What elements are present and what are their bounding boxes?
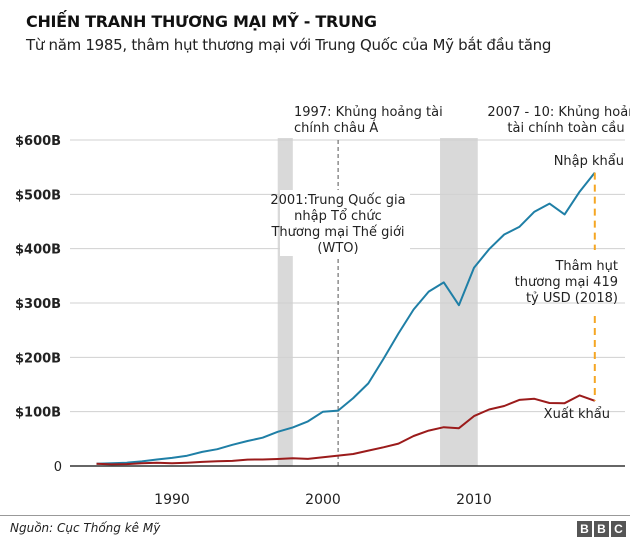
line-chart: 0 $100B $200B $300B $400B $500B $600B 1990 2000 2… [15,105,630,508]
y-tick-label: $600B [15,134,61,149]
wto-annotation: nhập Tổ chức [294,209,382,224]
source-note: Nguồn: Cục Thống kê Mỹ [10,521,161,535]
y-tick-label: $400B [15,243,61,258]
wto-annotation: (WTO) [317,241,358,256]
chart-title: CHIẾN TRANH THƯƠNG MẠI MỸ - TRUNG [26,12,377,31]
y-tick-label: 0 [54,460,62,475]
asia-crisis-annotation: 1997: Khủng hoảng tài [294,105,443,120]
x-tick-label: 2010 [456,492,492,508]
x-tick-label: 2000 [305,492,341,508]
series-line-exports [96,394,596,466]
global-crisis-annotation: 2007 - 10: Khủng hoảng [487,105,630,120]
wto-annotation: 2001:Trung Quốc gia [270,193,405,208]
footer-divider [0,515,630,516]
series-label-exports: Xuất khẩu [544,407,610,422]
y-tick-label: $200B [15,351,61,366]
wto-annotation: Thương mại Thế giới [270,225,404,240]
x-tick-label: 1990 [154,492,190,508]
y-tick-label: $100B [15,406,61,421]
chart-subtitle: Từ năm 1985, thâm hụt thương mại với Tru… [26,36,552,54]
y-tick-label: $300B [15,297,61,312]
deficit-annotation: Thâm hụt [554,259,618,274]
deficit-annotation: thương mại 419 [515,275,618,290]
deficit-annotation: tỷ USD (2018) [526,291,618,306]
wto-label-background [280,190,410,256]
asia-crisis-annotation: chính châu Á [294,120,378,136]
y-tick-label: $500B [15,188,61,203]
global-crisis-annotation: tài chính toàn cầu [507,121,624,136]
shaded-period [277,138,293,466]
series-label-imports: Nhập khẩu [554,154,624,169]
series-line-imports [96,171,596,465]
